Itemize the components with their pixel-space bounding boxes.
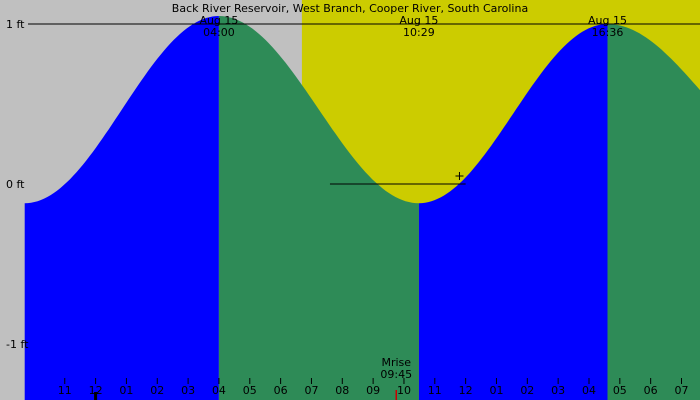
x-tick-label-15: 02 [520, 384, 534, 397]
x-tick-label-0: 11 [58, 384, 72, 397]
x-tick-label-8: 07 [304, 384, 318, 397]
x-tick-label-5: 04 [212, 384, 226, 397]
x-tick-label-19: 06 [644, 384, 658, 397]
x-tick-label-14: 01 [489, 384, 503, 397]
x-tick-label-12: 11 [428, 384, 442, 397]
x-tick-label-9: 08 [335, 384, 349, 397]
x-tick-label-18: 05 [613, 384, 627, 397]
rising-tide-area-2 [418, 24, 608, 400]
tide-date-label-2: Aug 15 [588, 14, 627, 27]
chart-title: Back River Reservoir, West Branch, Coope… [172, 2, 528, 15]
y-axis-labels: 1 ft 0 ft -1 ft [6, 18, 29, 351]
tide-date-label-0: Aug 15 [199, 14, 238, 27]
tide-time-label-0: 04:00 [203, 26, 235, 39]
y-tick-label-0: 1 ft [6, 18, 25, 31]
moon-event-label-0: Mrise [381, 356, 411, 369]
falling-tide-area-1 [218, 16, 419, 400]
x-tick-label-20: 07 [674, 384, 688, 397]
tide-date-label-1: Aug 15 [399, 14, 438, 27]
x-tick-label-6: 05 [243, 384, 257, 397]
x-tick-label-7: 06 [274, 384, 288, 397]
rising-tide-area-0 [24, 16, 219, 400]
x-axis: 11 12 01 02 03 04 05 06 07 08 09 10 11 12 01 02 03 04 05 06… [58, 378, 688, 400]
tide-areas [24, 16, 700, 400]
x-tick-label-3: 02 [150, 384, 164, 397]
midnight-marker [94, 392, 98, 400]
y-tick-label-2: -1 ft [6, 338, 29, 351]
x-tick-label-17: 04 [582, 384, 596, 397]
current-time-marker [455, 172, 464, 180]
moon-event-time-0: 09:45 [380, 368, 412, 381]
x-tick-label-16: 03 [551, 384, 565, 397]
x-tick-label-13: 12 [459, 384, 473, 397]
falling-tide-area-3 [607, 24, 700, 400]
y-tick-label-1: 0 ft [6, 178, 25, 191]
tide-time-label-1: 10:29 [403, 26, 435, 39]
level-lines [28, 23, 700, 185]
x-tick-label-1: 12 [89, 384, 103, 397]
x-tick-label-10: 09 [366, 384, 380, 397]
x-tick-label-11: 10 [397, 384, 411, 397]
tide-time-label-2: 16:36 [592, 26, 624, 39]
x-tick-label-2: 01 [119, 384, 133, 397]
x-tick-label-4: 03 [181, 384, 195, 397]
